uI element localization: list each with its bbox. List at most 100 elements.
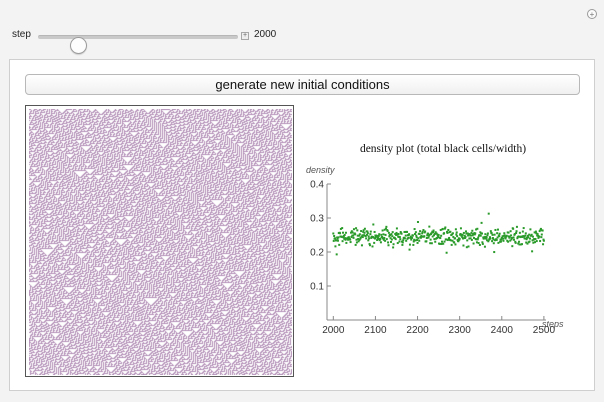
data-point [520,243,523,246]
data-point [510,236,513,239]
data-point [366,232,369,235]
data-point [542,239,545,242]
data-point [342,231,345,234]
data-point [342,236,345,239]
data-point [527,236,530,239]
data-point [500,238,503,241]
data-point [499,240,502,243]
slider-thumb[interactable] [70,37,87,54]
data-point [344,238,347,241]
data-point [451,239,454,242]
data-point [437,236,440,239]
data-point [484,233,487,236]
data-point [467,245,470,248]
data-point [420,235,423,238]
data-point [389,234,392,237]
data-point [509,230,512,233]
data-point [427,234,430,237]
data-point [349,241,352,244]
data-point [410,238,413,241]
data-point [491,240,494,243]
data-point [475,228,478,231]
generate-initial-conditions-button[interactable]: generate new initial conditions [25,74,580,95]
data-point [395,227,398,230]
data-point [341,227,344,230]
x-tick-label: 2000 [322,325,345,336]
data-point [503,232,506,235]
data-point [350,236,353,239]
data-point [415,236,418,239]
data-point [446,231,449,234]
data-point [540,233,543,236]
data-point [467,234,470,237]
step-label: step [12,29,31,40]
data-point [343,233,346,236]
data-point [355,238,358,241]
data-point [431,235,434,238]
data-point [529,228,532,231]
data-point [464,230,467,233]
data-point [362,230,365,233]
data-point [491,233,494,236]
data-point [522,227,525,230]
data-point [399,231,402,234]
data-point [515,230,518,233]
data-point [357,240,360,243]
data-point [471,229,474,232]
data-point [363,234,366,237]
plot-title: density plot (total black cells/width) [360,143,526,155]
data-point [370,236,373,239]
data-point [418,239,421,242]
data-point [472,232,475,235]
data-point [379,241,382,244]
data-point [443,232,446,235]
data-point [340,235,343,238]
data-point [432,229,435,232]
data-point [404,230,407,233]
data-point [526,234,529,237]
data-point [507,240,510,243]
expand-controls-icon[interactable]: + [241,32,249,40]
data-point [413,228,416,231]
y-tick-label: 0.3 [310,214,324,225]
data-point [429,238,432,241]
data-point [398,236,401,239]
data-point [518,240,521,243]
data-point [508,235,511,238]
data-point [381,229,384,232]
data-point [355,227,358,230]
data-point [485,236,488,239]
y-tick-label: 0.1 [310,282,324,293]
data-point [414,231,417,234]
data-point [518,231,521,234]
data-point [368,244,371,247]
data-point [360,244,363,247]
data-point [461,236,464,239]
data-point [462,237,465,240]
data-point [537,236,540,239]
data-point [428,233,431,236]
data-point [510,238,513,241]
data-point [531,239,534,242]
data-point [398,240,401,243]
data-point [466,239,469,242]
data-point [351,231,354,234]
data-point [528,233,531,236]
data-point [403,237,406,240]
y-tick-label: 0.2 [310,248,324,259]
data-point [341,240,344,243]
data-point [501,235,504,238]
reset-button[interactable]: + [587,9,597,19]
x-tick-label: 2100 [364,325,387,336]
data-point [455,233,458,236]
data-point [534,230,537,233]
data-point [439,237,442,240]
data-point [481,241,484,244]
data-point [526,242,529,245]
data-point [337,236,340,239]
step-slider[interactable] [38,35,238,54]
data-point [407,236,410,239]
data-point [491,237,494,240]
data-point [536,233,539,236]
data-point [430,232,433,235]
